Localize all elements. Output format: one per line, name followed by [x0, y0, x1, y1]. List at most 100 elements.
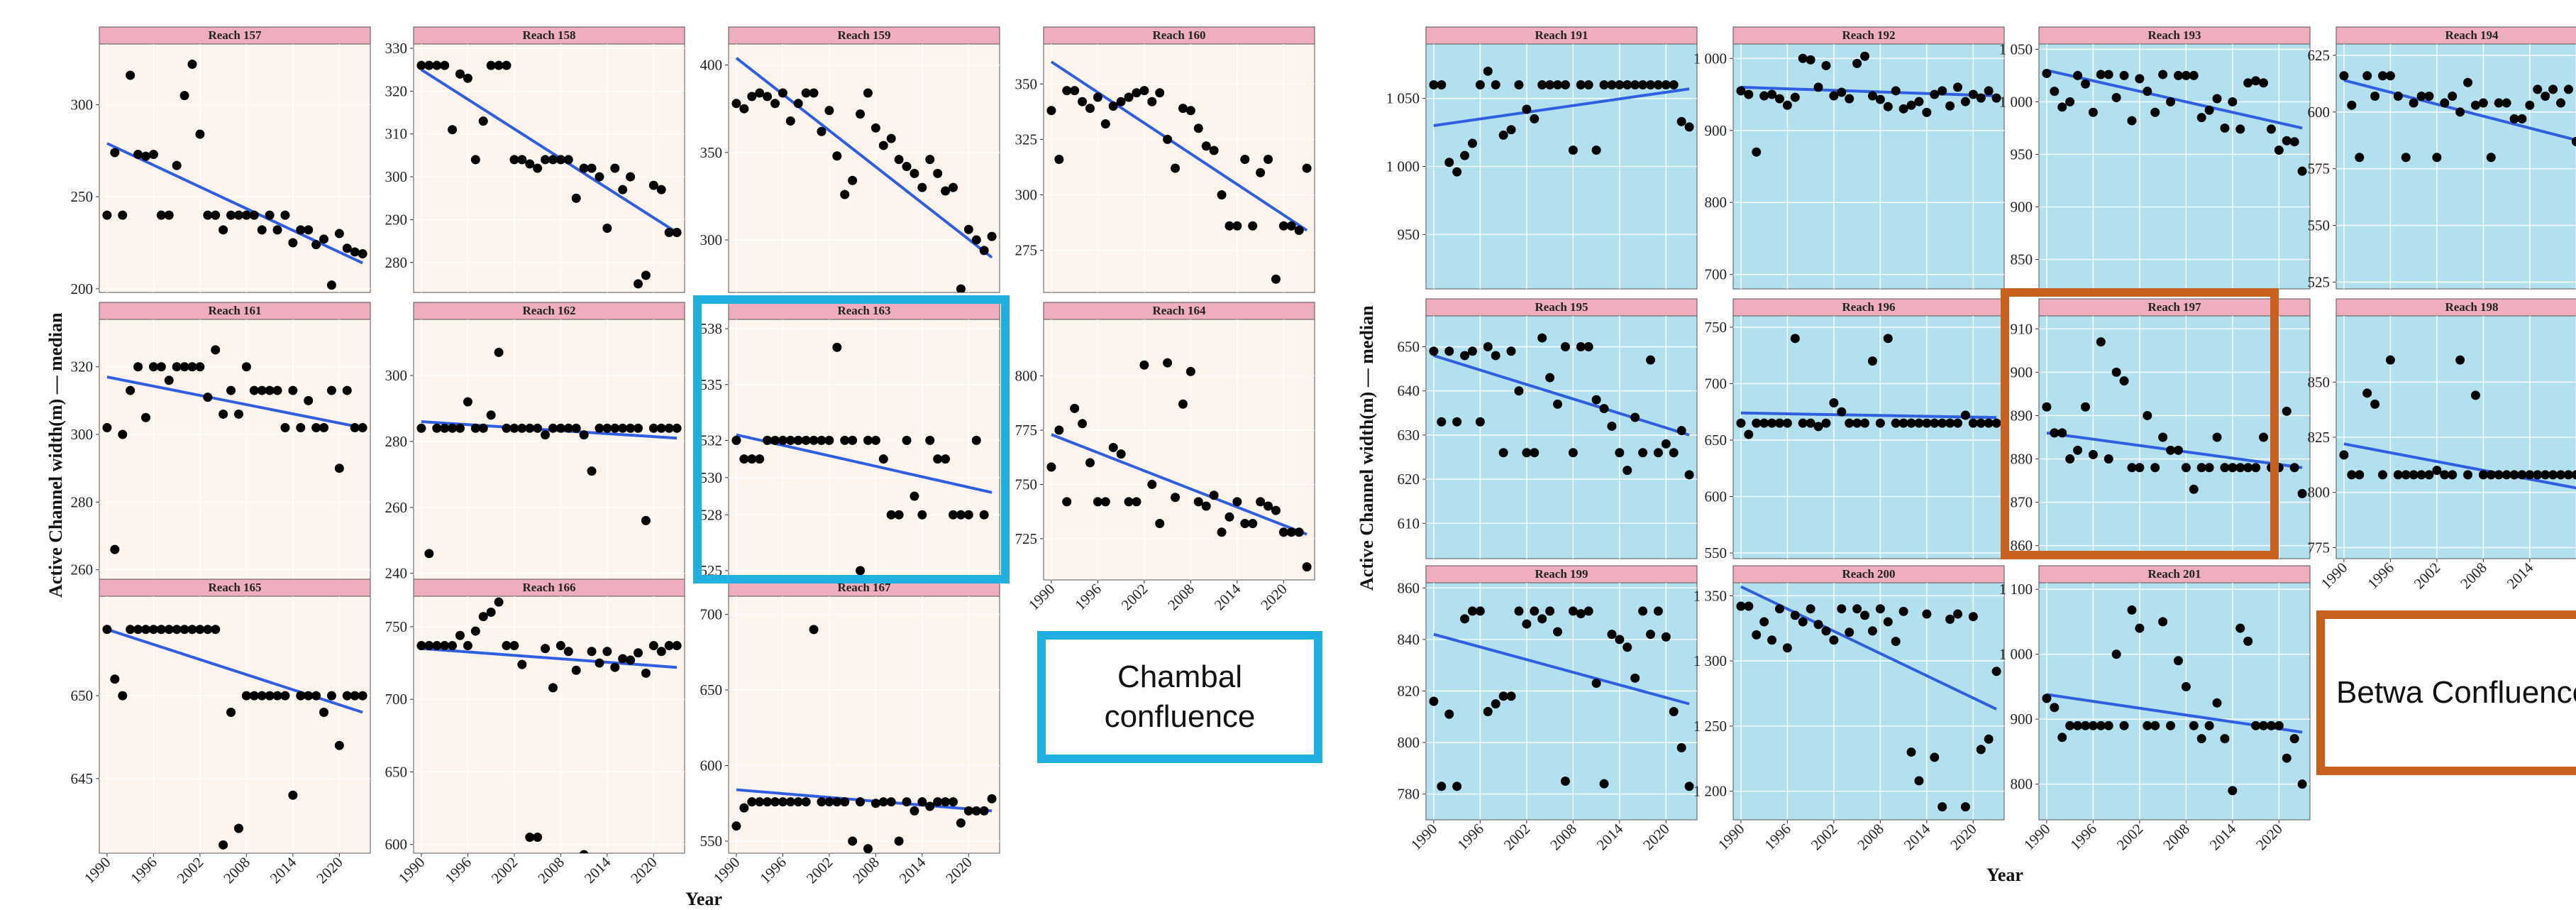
y-tick-label: 538	[700, 320, 723, 337]
y-tick-label: 630	[1398, 427, 1420, 444]
x-tick-label: 1996	[2364, 559, 2397, 593]
data-point	[1860, 52, 1869, 61]
data-point	[1821, 61, 1830, 70]
y-tick-label: 750	[1015, 476, 1038, 493]
data-point	[2440, 99, 2449, 108]
data-point	[1522, 105, 1531, 114]
x-tick-label: 1990	[81, 854, 114, 887]
data-point	[165, 375, 174, 385]
x-tick-label: 2020	[627, 854, 660, 887]
data-point	[280, 211, 289, 220]
data-point	[1530, 448, 1539, 457]
data-point	[2401, 153, 2411, 162]
data-point	[1186, 106, 1195, 115]
data-point	[1953, 82, 1962, 92]
data-point	[956, 285, 966, 294]
data-point	[1054, 155, 1063, 164]
data-point	[1969, 612, 1978, 621]
data-point	[657, 185, 666, 194]
data-point	[1759, 618, 1769, 627]
data-point	[626, 172, 635, 182]
data-point	[110, 674, 119, 684]
data-point	[1186, 367, 1195, 376]
data-point	[2112, 93, 2121, 102]
y-tick-label: 550	[2308, 217, 2331, 234]
y-tick-label: 575	[2308, 160, 2331, 177]
y-tick-label: 525	[2308, 273, 2331, 290]
data-point	[2251, 463, 2260, 472]
x-tick-label: 2002	[488, 854, 521, 887]
data-point	[2189, 71, 2199, 80]
y-tick-label: 775	[2308, 539, 2331, 556]
data-point	[1837, 87, 1846, 97]
data-point	[673, 424, 682, 433]
data-point	[910, 492, 919, 501]
data-point	[1837, 407, 1846, 417]
data-point	[2455, 356, 2465, 365]
data-point	[2556, 99, 2565, 108]
data-point	[1155, 519, 1164, 528]
data-point	[2290, 463, 2299, 472]
data-point	[763, 92, 772, 101]
facet-strip-title: Reach 162	[522, 304, 575, 317]
data-point	[649, 641, 658, 650]
data-point	[2081, 80, 2090, 89]
y-tick-label: 900	[1705, 122, 1728, 139]
data-point	[1654, 606, 1663, 615]
data-point	[118, 211, 127, 220]
data-point	[541, 644, 550, 653]
data-point	[1117, 97, 1126, 106]
data-point	[1101, 119, 1110, 128]
data-point	[1507, 691, 1516, 701]
data-point	[1202, 502, 1211, 511]
data-point	[2050, 87, 2059, 96]
data-point	[358, 249, 367, 258]
data-point	[2548, 84, 2558, 94]
data-point	[165, 211, 174, 220]
facet-strip-title: Reach 192	[1842, 28, 1895, 42]
x-tick-label: 2014	[2206, 820, 2240, 853]
data-point	[2424, 92, 2433, 101]
y-tick-label: 645	[71, 770, 94, 787]
data-point	[1452, 782, 1461, 791]
data-point	[1961, 802, 1970, 811]
data-point	[517, 660, 526, 669]
x-tick-label: 1996	[127, 854, 160, 887]
data-point	[102, 211, 111, 220]
data-point	[133, 362, 143, 371]
data-point	[509, 641, 519, 650]
data-point	[2502, 99, 2511, 108]
data-point	[2282, 136, 2292, 146]
data-point	[871, 436, 880, 445]
data-point	[2370, 400, 2379, 409]
data-point	[809, 625, 819, 634]
left-x-axis-title: Year	[685, 889, 722, 910]
data-point	[1483, 707, 1493, 716]
data-point	[1961, 410, 1970, 420]
data-point	[250, 211, 259, 220]
y-tick-label: 800	[1705, 194, 1728, 211]
data-point	[463, 641, 472, 650]
data-point	[925, 436, 934, 445]
x-tick-label: 2002	[803, 854, 836, 887]
data-point	[1829, 635, 1838, 645]
x-tick-label: 2020	[1640, 821, 1673, 854]
data-point	[1139, 86, 1149, 95]
data-point	[2189, 721, 2199, 730]
data-point	[1147, 97, 1156, 106]
data-point	[1592, 679, 1601, 688]
data-point	[1225, 512, 1234, 522]
data-point	[1677, 743, 1686, 752]
data-point	[1553, 627, 1562, 636]
data-point	[1530, 606, 1539, 615]
data-point	[1499, 448, 1508, 457]
data-point	[525, 159, 534, 168]
data-point	[1295, 527, 1304, 537]
data-point	[610, 164, 619, 173]
x-tick-label: 1990	[1715, 821, 1748, 854]
data-point	[1256, 168, 1265, 177]
data-point	[440, 61, 449, 70]
